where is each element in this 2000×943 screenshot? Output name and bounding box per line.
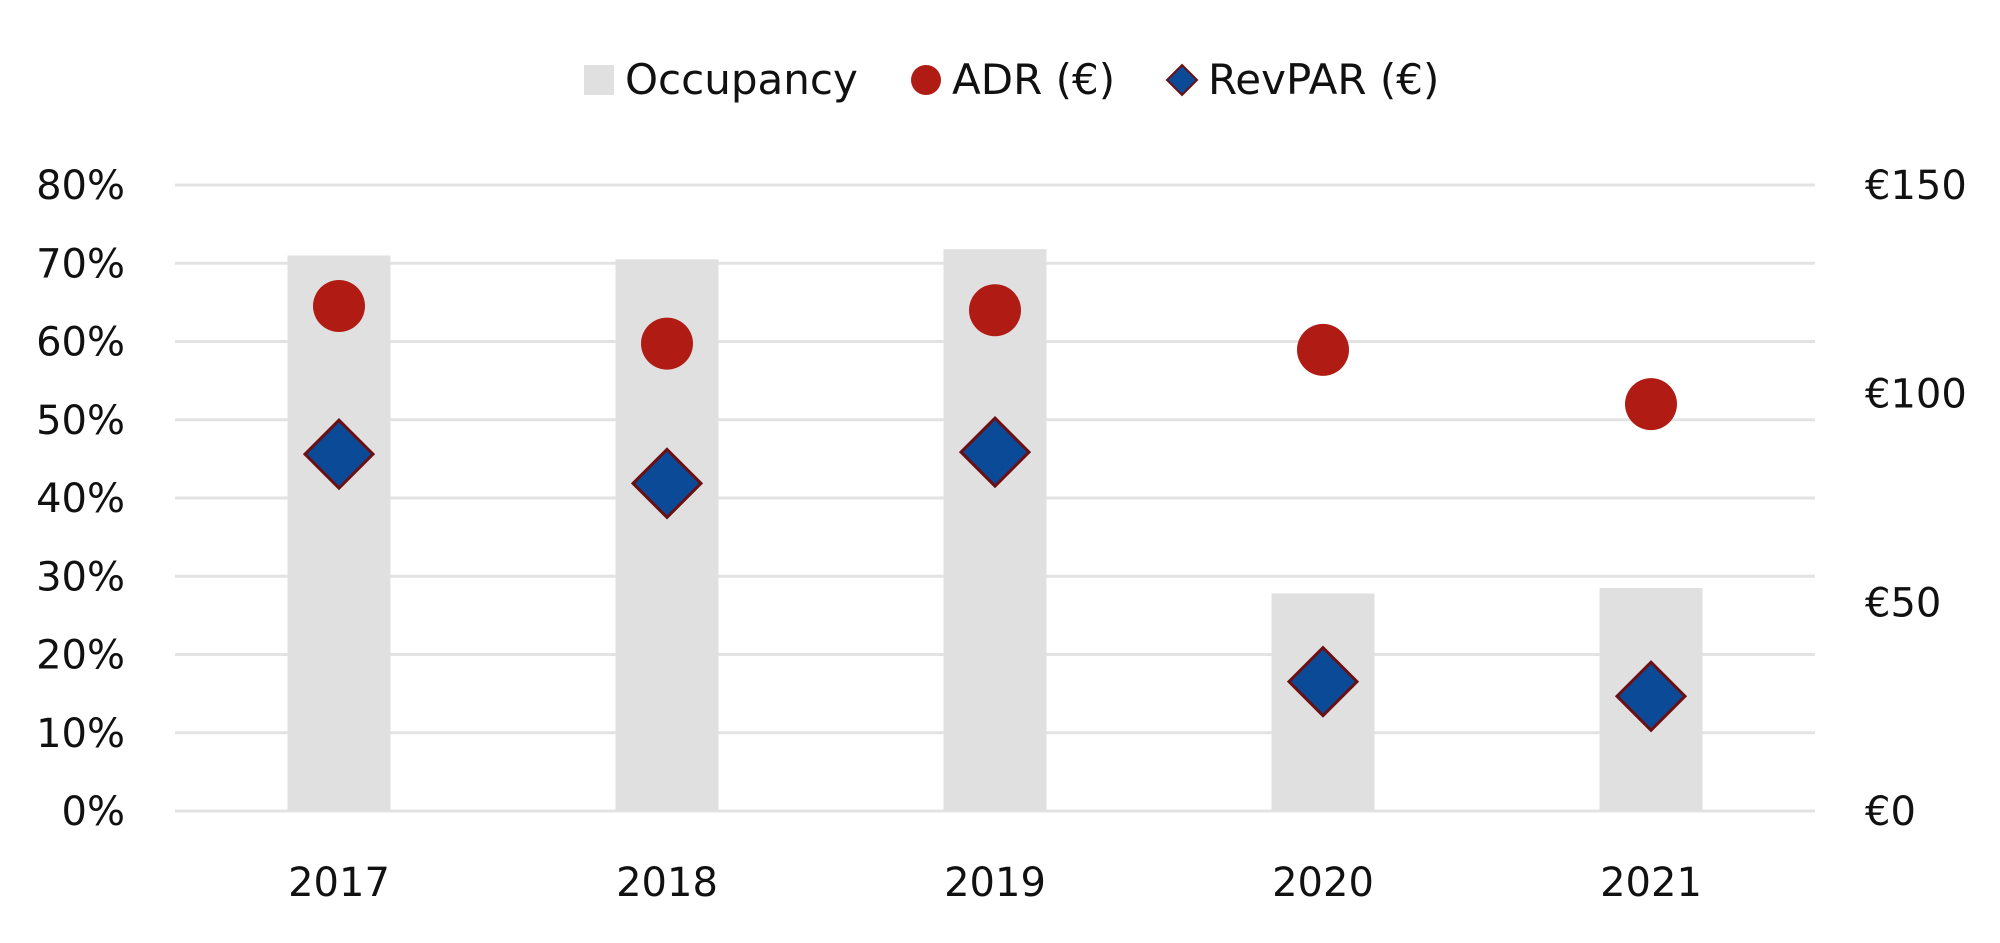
x-tick-label: 2019 [944,860,1046,906]
legend-occupancy-swatch [584,65,614,95]
x-tick-label: 2018 [616,860,718,906]
adr-markers [313,280,1677,431]
right-y-axis: €0 €50 €100 €150 [1865,163,1967,835]
x-axis: 2017 2018 2019 2020 2021 [288,860,1702,906]
left-tick-label: 10% [36,711,125,757]
revpar-point [302,418,376,491]
x-tick-label: 2017 [288,860,390,906]
legend-revpar-label: RevPAR (€) [1208,55,1439,104]
left-tick-label: 60% [36,320,125,366]
adr-point [313,280,365,333]
revpar-point [958,415,1032,489]
right-tick-label: €150 [1865,163,1967,209]
revpar-markers [302,415,1688,733]
left-tick-label: 30% [36,554,125,600]
adr-point [641,317,693,370]
revpar-point [1286,645,1360,718]
left-tick-label: 40% [36,476,125,522]
adr-point [1297,323,1349,376]
left-y-axis: 0% 10% 20% 30% 40% 50% 60% 70% 80% [36,163,125,835]
x-tick-label: 2020 [1272,860,1374,906]
revpar-point [1614,660,1688,733]
left-tick-label: 50% [36,398,125,444]
adr-point [969,284,1021,337]
legend-occupancy-label: Occupancy [625,55,858,104]
legend-adr-swatch [911,65,941,95]
right-tick-label: €50 [1865,580,1941,626]
left-tick-label: 20% [36,633,125,679]
revpar-point [630,447,704,520]
legend-revpar-swatch [1165,63,1199,97]
occupancy-bars [287,249,1703,812]
occupancy-bar [287,255,391,812]
legend-adr-label: ADR (€) [952,55,1115,104]
x-tick-label: 2021 [1600,860,1702,906]
left-tick-label: 0% [62,789,125,835]
right-tick-label: €100 [1865,372,1967,418]
occupancy-bar [943,249,1047,812]
left-tick-label: 70% [36,241,125,287]
left-tick-label: 80% [36,163,125,209]
right-tick-label: €0 [1865,789,1916,835]
chart-legend: Occupancy ADR (€) RevPAR (€) [584,55,1439,104]
adr-point [1625,378,1677,431]
